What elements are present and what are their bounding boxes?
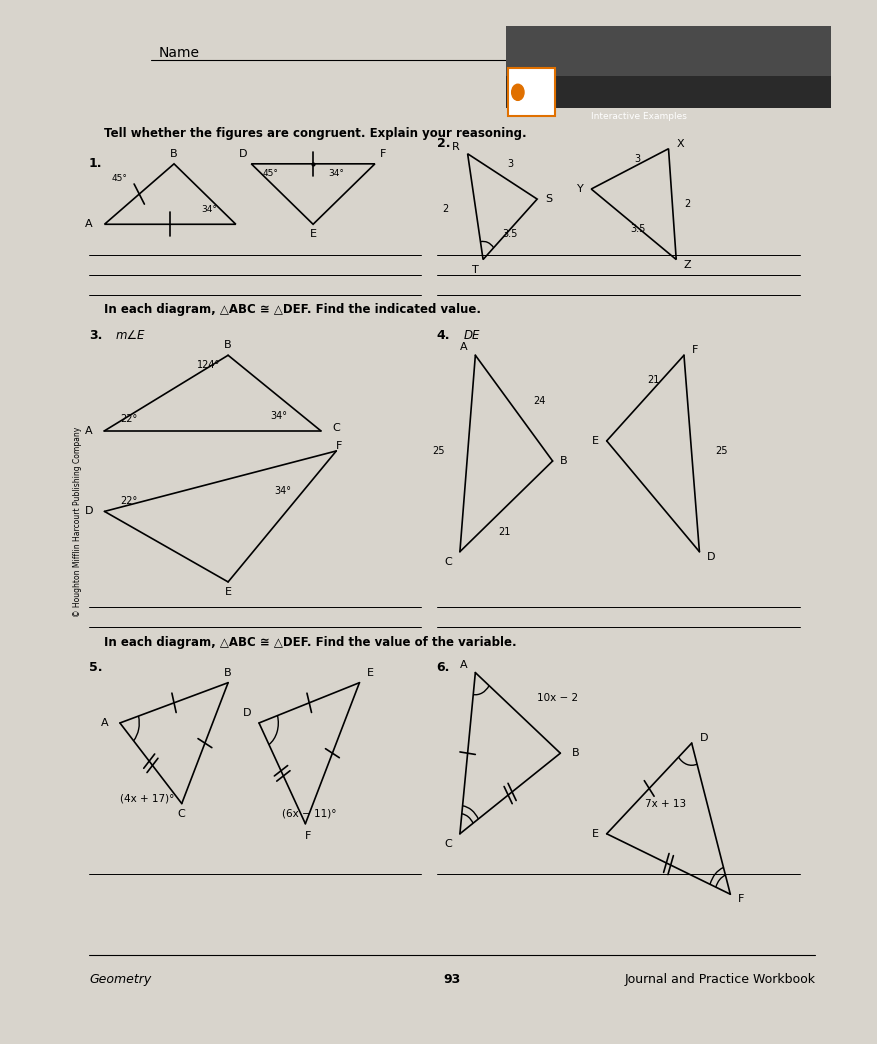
Text: 25: 25 [431,446,444,456]
Text: 4.: 4. [436,329,450,341]
Text: 3: 3 [507,159,512,169]
Text: 25: 25 [714,446,726,456]
Text: D: D [706,551,715,562]
Text: 93: 93 [443,973,460,987]
Text: Geometry: Geometry [89,973,151,987]
Text: 3.5: 3.5 [629,224,645,234]
Text: 21: 21 [498,526,510,537]
Text: 3.5: 3.5 [502,230,517,239]
Text: ONLINE: ONLINE [590,86,640,99]
Text: 34°: 34° [275,487,291,496]
Text: 6.: 6. [436,661,450,674]
Text: B: B [571,749,579,758]
Text: F: F [738,895,744,904]
Text: B: B [170,148,178,159]
Text: (4x + 17)°: (4x + 17)° [120,793,175,804]
Bar [506,76,830,109]
Text: 2: 2 [683,199,689,209]
Text: 3.: 3. [89,329,103,341]
Text: 34°: 34° [201,205,217,214]
Text: F: F [379,148,385,159]
Text: B: B [224,340,232,350]
Text: 3: 3 [634,153,640,164]
Text: C: C [444,839,452,849]
Text: D: D [699,733,707,743]
Text: 1.: 1. [89,158,103,170]
Text: 5.: 5. [89,661,103,674]
Text: E: E [591,436,598,446]
Text: In each diagram, △ABC ≅ △DEF. Find the indicated value.: In each diagram, △ABC ≅ △DEF. Find the i… [104,304,481,316]
Text: D: D [239,148,247,159]
Text: A: A [85,426,93,435]
Text: B: B [224,667,232,678]
Text: C: C [332,423,339,433]
Text: Journal and Practice Workbook: Journal and Practice Workbook [624,973,815,987]
Text: 21: 21 [646,376,659,385]
Text: A: A [101,718,108,728]
Text: F: F [691,346,697,355]
Text: S: S [545,194,552,204]
Text: A: A [460,660,467,669]
Text: (6x − 11)°: (6x − 11)° [282,809,336,818]
Text: Interactive Examples: Interactive Examples [590,112,687,121]
Text: m∠E: m∠E [116,329,146,341]
Text: 34°: 34° [328,169,344,179]
Text: Z: Z [683,260,691,269]
Text: T: T [472,264,478,275]
Text: F: F [336,441,342,451]
Text: A: A [85,219,93,230]
FancyBboxPatch shape [507,68,554,117]
Text: R: R [452,142,460,151]
Text: D: D [84,506,93,517]
Text: E: E [225,587,232,597]
Text: F: F [305,831,311,840]
Text: 22°: 22° [120,496,137,506]
Text: 24: 24 [532,396,545,405]
Text: 10x − 2: 10x − 2 [537,693,578,703]
Text: X: X [675,139,683,148]
Bar [506,26,830,76]
Text: C: C [444,556,452,567]
Text: Video Tutorials and: Video Tutorials and [590,99,676,108]
Text: 2.: 2. [436,137,450,150]
Text: Ed: Ed [531,88,545,97]
Text: More Practice: More Practice [616,45,719,57]
Circle shape [511,85,524,100]
Text: A: A [460,342,467,352]
Text: D: D [243,708,251,718]
Text: DE: DE [463,329,480,341]
Text: Y: Y [576,184,583,194]
Text: In each diagram, △ABC ≅ △DEF. Find the value of the variable.: In each diagram, △ABC ≅ △DEF. Find the v… [104,636,517,649]
Text: E: E [591,829,598,838]
Text: B: B [560,456,567,466]
Text: 45°: 45° [262,169,278,179]
Text: Name: Name [159,46,199,60]
Text: 7x + 13: 7x + 13 [645,799,686,808]
Text: 2: 2 [441,205,448,214]
Text: 45°: 45° [112,174,128,184]
Text: 124°: 124° [197,360,220,371]
Text: E: E [367,667,374,678]
Text: Tell whether the figures are congruent. Explain your reasoning.: Tell whether the figures are congruent. … [104,127,526,140]
Text: 34°: 34° [270,410,288,421]
Text: © Houghton Mifflin Harcourt Publishing Company: © Houghton Mifflin Harcourt Publishing C… [73,426,82,617]
Text: 22°: 22° [120,413,137,424]
Text: E: E [310,230,317,239]
Text: C: C [178,809,185,818]
